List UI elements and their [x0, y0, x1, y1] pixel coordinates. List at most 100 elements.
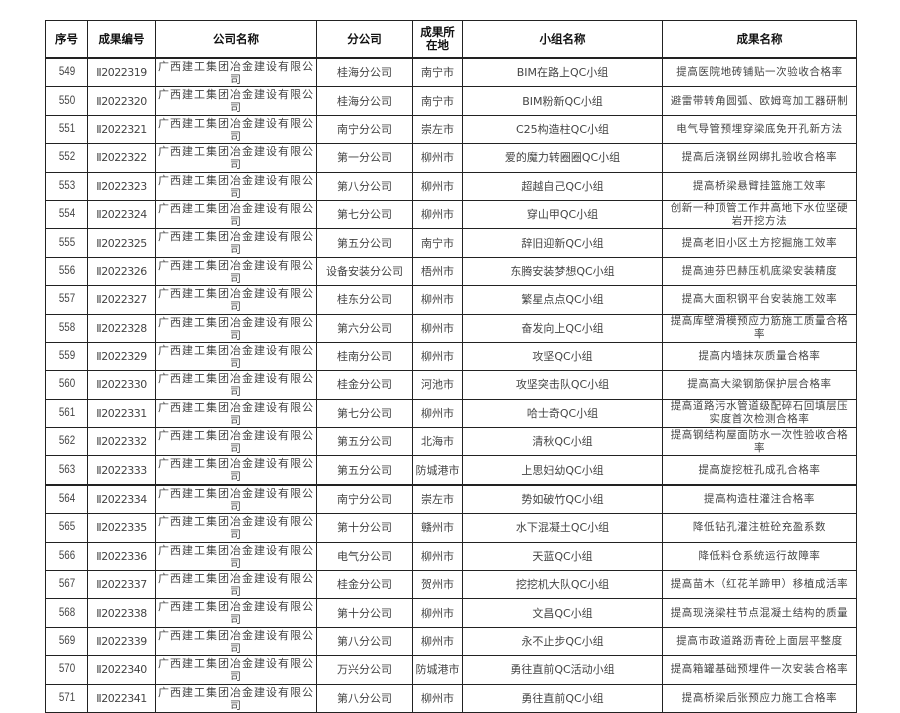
cell-group: 清秋QC小组 [462, 427, 663, 457]
company-name-text: 广西建工集团冶金建设有限公司 [158, 116, 314, 143]
cell-achievement: 提高迪芬巴赫压机底梁安装精度 [662, 256, 857, 287]
cell-code: Ⅱ2022332 [87, 427, 156, 457]
cell-company: 广西建工集团冶金建设有限公司 [155, 171, 317, 201]
cell-index: 561 [48, 398, 85, 429]
cell-branch: 第七分公司 [316, 199, 413, 230]
company-name-text: 广西建工集团冶金建设有限公司 [158, 628, 314, 655]
table-row: 559 Ⅱ2022329 广西建工集团冶金建设有限公司 桂南分公司 柳州市 攻坚QC小组提… [46, 341, 857, 372]
cell-index: 557 [48, 285, 85, 315]
cell-location: 崇左市 [412, 483, 463, 515]
table-row: 556 Ⅱ2022326 广西建工集团冶金建设有限公司 设备安装分公司 梧州市 东腾安装梦… [46, 256, 857, 287]
cell-company: 广西建工集团冶金建设有限公司 [155, 228, 317, 258]
cell-company: 广西建工集团冶金建设有限公司 [155, 398, 317, 429]
table-row: 566 Ⅱ2022336 广西建工集团冶金建设有限公司 电气分公司 柳州市 天蓝QC小组降… [46, 541, 857, 572]
cell-achievement: 提高构造柱灌注合格率 [662, 483, 857, 515]
cell-branch: 南宁分公司 [316, 114, 413, 145]
cell-code: Ⅱ2022321 [87, 114, 156, 145]
header-branch: 分公司 [316, 20, 413, 59]
cell-branch: 第六分公司 [316, 313, 413, 343]
cell-index: 564 [48, 483, 85, 515]
table-row: 551 Ⅱ2022321 广西建工集团冶金建设有限公司 南宁分公司 崇左市 C25构造柱Q… [46, 114, 857, 145]
cell-company: 广西建工集团冶金建设有限公司 [155, 313, 317, 343]
company-name-text: 广西建工集团冶金建设有限公司 [158, 230, 314, 257]
company-name-text: 广西建工集团冶金建设有限公司 [158, 685, 314, 712]
company-name-text: 广西建工集团冶金建设有限公司 [158, 400, 314, 427]
cell-company: 广西建工集团冶金建设有限公司 [155, 57, 317, 88]
company-name-text: 广西建工集团冶金建设有限公司 [158, 88, 314, 115]
cell-branch: 电气分公司 [316, 541, 413, 572]
cell-group: 爱的魔力转圈圈QC小组 [462, 143, 663, 173]
header-group: 小组名称 [462, 20, 663, 59]
company-name-text: 广西建工集团冶金建设有限公司 [158, 657, 314, 684]
cell-code: Ⅱ2022329 [87, 341, 156, 372]
company-name-text: 广西建工集团冶金建设有限公司 [158, 543, 314, 570]
cell-company: 广西建工集团冶金建设有限公司 [155, 370, 317, 400]
cell-index: 554 [48, 199, 85, 230]
cell-index: 570 [48, 655, 85, 685]
table-row: 561 Ⅱ2022331 广西建工集团冶金建设有限公司 第七分公司 柳州市 哈士奇QC小组… [46, 398, 857, 429]
cell-location: 北海市 [412, 427, 463, 457]
cell-achievement: 提高箱罐基础预埋件一次安装合格率 [662, 655, 857, 685]
cell-code: Ⅱ2022328 [87, 313, 156, 343]
cell-code: Ⅱ2022331 [87, 398, 156, 429]
table-row: 558 Ⅱ2022328 广西建工集团冶金建设有限公司 第六分公司 柳州市 奋发向上QC小… [46, 313, 857, 343]
cell-group: 挖挖机大队QC小组 [462, 570, 663, 600]
cell-achievement: 降低钻孔灌注桩砼充盈系数 [662, 513, 857, 543]
cell-company: 广西建工集团冶金建设有限公司 [155, 598, 317, 628]
cell-company: 广西建工集团冶金建设有限公司 [155, 683, 317, 713]
cell-company: 广西建工集团冶金建设有限公司 [155, 513, 317, 543]
cell-achievement: 提高医院地砖铺贴一次验收合格率 [662, 57, 857, 88]
cell-code: Ⅱ2022333 [87, 455, 156, 486]
cell-group: 上思妇幼QC小组 [462, 455, 663, 486]
cell-achievement: 提高旋挖桩孔成孔合格率 [662, 455, 857, 486]
table-row: 553 Ⅱ2022323 广西建工集团冶金建设有限公司 第八分公司 柳州市 超越自己QC小… [46, 171, 857, 201]
cell-group: 势如破竹QC小组 [462, 483, 663, 515]
cell-group: 水下混凝土QC小组 [462, 513, 663, 543]
cell-group: 攻坚QC小组 [462, 341, 663, 372]
cell-group: 穿山甲QC小组 [462, 199, 663, 230]
table-row: 562 Ⅱ2022332 广西建工集团冶金建设有限公司 第五分公司 北海市 清秋QC小组提… [46, 427, 857, 457]
cell-achievement: 提高桥梁后张预应力施工合格率 [662, 683, 857, 713]
cell-location: 柳州市 [412, 313, 463, 343]
cell-achievement: 提高后浇钢丝网绑扎验收合格率 [662, 143, 857, 173]
cell-branch: 第七分公司 [316, 398, 413, 429]
cell-code: Ⅱ2022341 [87, 683, 156, 713]
table-row: 549 Ⅱ2022319 广西建工集团冶金建设有限公司 桂海分公司 南宁市 BIM在路上Q… [46, 57, 857, 88]
cell-location: 柳州市 [412, 143, 463, 173]
company-name-text: 广西建工集团冶金建设有限公司 [158, 315, 314, 342]
cell-branch: 桂金分公司 [316, 370, 413, 400]
company-name-text: 广西建工集团冶金建设有限公司 [158, 372, 314, 399]
cell-achievement: 提高大面积钢平台安装施工效率 [662, 285, 857, 315]
table-row: 570 Ⅱ2022340 广西建工集团冶金建设有限公司 万兴分公司 防城港市 勇往直前QC… [46, 655, 857, 685]
cell-index: 560 [48, 370, 85, 400]
table-row: 568 Ⅱ2022338 广西建工集团冶金建设有限公司 第十分公司 柳州市 文昌QC小组提… [46, 598, 857, 628]
cell-code: Ⅱ2022337 [87, 570, 156, 600]
cell-branch: 桂海分公司 [316, 86, 413, 116]
cell-group: BIM粉新QC小组 [462, 86, 663, 116]
cell-achievement: 提高道路污水管道级配碎石回填层压实度首次检测合格率 [662, 398, 857, 429]
cell-location: 柳州市 [412, 683, 463, 713]
cell-code: Ⅱ2022340 [87, 655, 156, 685]
cell-company: 广西建工集团冶金建设有限公司 [155, 483, 317, 515]
cell-group: 哈士奇QC小组 [462, 398, 663, 429]
cell-index: 552 [48, 143, 85, 173]
cell-branch: 桂东分公司 [316, 285, 413, 315]
cell-achievement: 提高苗木（红花羊蹄甲）移植成活率 [662, 570, 857, 600]
cell-code: Ⅱ2022335 [87, 513, 156, 543]
cell-company: 广西建工集团冶金建设有限公司 [155, 655, 317, 685]
cell-company: 广西建工集团冶金建设有限公司 [155, 541, 317, 572]
cell-code: Ⅱ2022338 [87, 598, 156, 628]
cell-company: 广西建工集团冶金建设有限公司 [155, 199, 317, 230]
cell-group: 辞旧迎新QC小组 [462, 228, 663, 258]
cell-index: 556 [48, 256, 85, 287]
cell-branch: 南宁分公司 [316, 483, 413, 515]
company-name-text: 广西建工集团冶金建设有限公司 [158, 515, 314, 542]
company-name-text: 广西建工集团冶金建设有限公司 [158, 572, 314, 599]
cell-achievement: 提高现浇梁柱节点混凝土结构的质量 [662, 598, 857, 628]
cell-code: Ⅱ2022319 [87, 57, 156, 88]
cell-code: Ⅱ2022325 [87, 228, 156, 258]
cell-index: 568 [48, 598, 85, 628]
cell-code: Ⅱ2022326 [87, 256, 156, 287]
cell-location: 柳州市 [412, 341, 463, 372]
cell-achievement: 提高桥梁悬臂挂篮施工效率 [662, 171, 857, 201]
